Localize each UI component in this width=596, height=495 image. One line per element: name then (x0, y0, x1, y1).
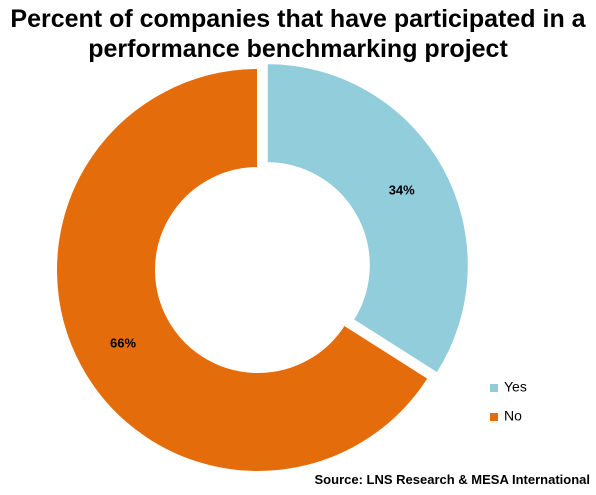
legend-label-yes: Yes (504, 379, 527, 395)
donut-slices (55, 62, 470, 473)
data-label-no: 66% (110, 336, 136, 351)
slice-labels: 34% 66% (110, 182, 415, 350)
chart-title: Percent of companies that have participa… (10, 5, 586, 63)
legend-swatch-yes (490, 384, 498, 392)
slice-no (55, 66, 430, 473)
legend: Yes No (490, 379, 527, 424)
legend-label-no: No (504, 408, 522, 424)
source-note: Source: LNS Research & MESA Internationa… (314, 472, 590, 487)
data-label-yes: 34% (389, 182, 415, 197)
slice-yes (265, 62, 470, 375)
legend-swatch-no (490, 413, 498, 421)
